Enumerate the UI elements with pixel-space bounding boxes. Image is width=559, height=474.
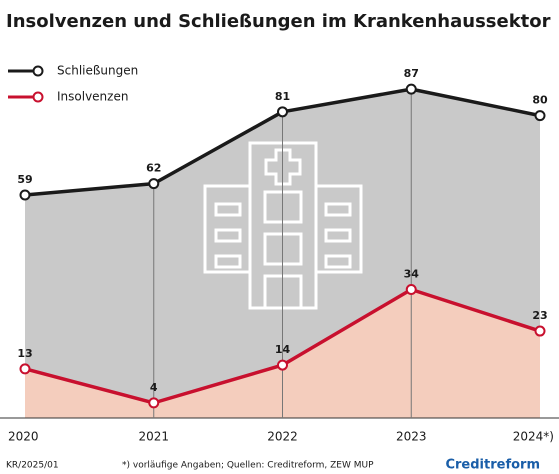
data-label: 4 — [150, 381, 158, 394]
data-label: 87 — [404, 67, 419, 80]
data-point — [405, 283, 417, 295]
footnote: *) vorläufige Angaben; Quellen: Creditre… — [122, 461, 374, 471]
data-point — [148, 178, 160, 190]
source-id: KR/2025/01 — [6, 461, 59, 471]
x-tick-label: 2020 — [8, 430, 39, 444]
data-label: 81 — [275, 90, 290, 103]
legend-label: Insolvenzen — [57, 90, 128, 104]
data-point — [534, 110, 546, 122]
data-label: 59 — [17, 173, 32, 186]
brand: Creditreform — [445, 458, 540, 473]
legend-marker — [32, 91, 44, 103]
x-tick-label: 2023 — [396, 430, 427, 444]
data-point — [19, 363, 31, 375]
data-label: 62 — [146, 162, 161, 175]
x-tick-label: 2022 — [267, 430, 298, 444]
data-label: 13 — [17, 347, 32, 360]
data-point — [405, 83, 417, 95]
x-tick-label: 2024*) — [513, 430, 554, 444]
data-label: 80 — [532, 94, 548, 107]
data-point — [148, 397, 160, 409]
x-tick-label: 2021 — [138, 430, 169, 444]
data-label: 14 — [275, 343, 291, 356]
data-point — [534, 325, 546, 337]
legend-label: Schließungen — [57, 64, 138, 78]
data-point — [277, 106, 288, 118]
data-label: 34 — [404, 267, 420, 280]
legend-marker — [32, 65, 44, 77]
chart-title: Insolvenzen und Schließungen im Krankenh… — [6, 11, 551, 32]
data-label: 23 — [532, 309, 547, 322]
data-point — [19, 189, 31, 201]
data-point — [277, 359, 288, 371]
